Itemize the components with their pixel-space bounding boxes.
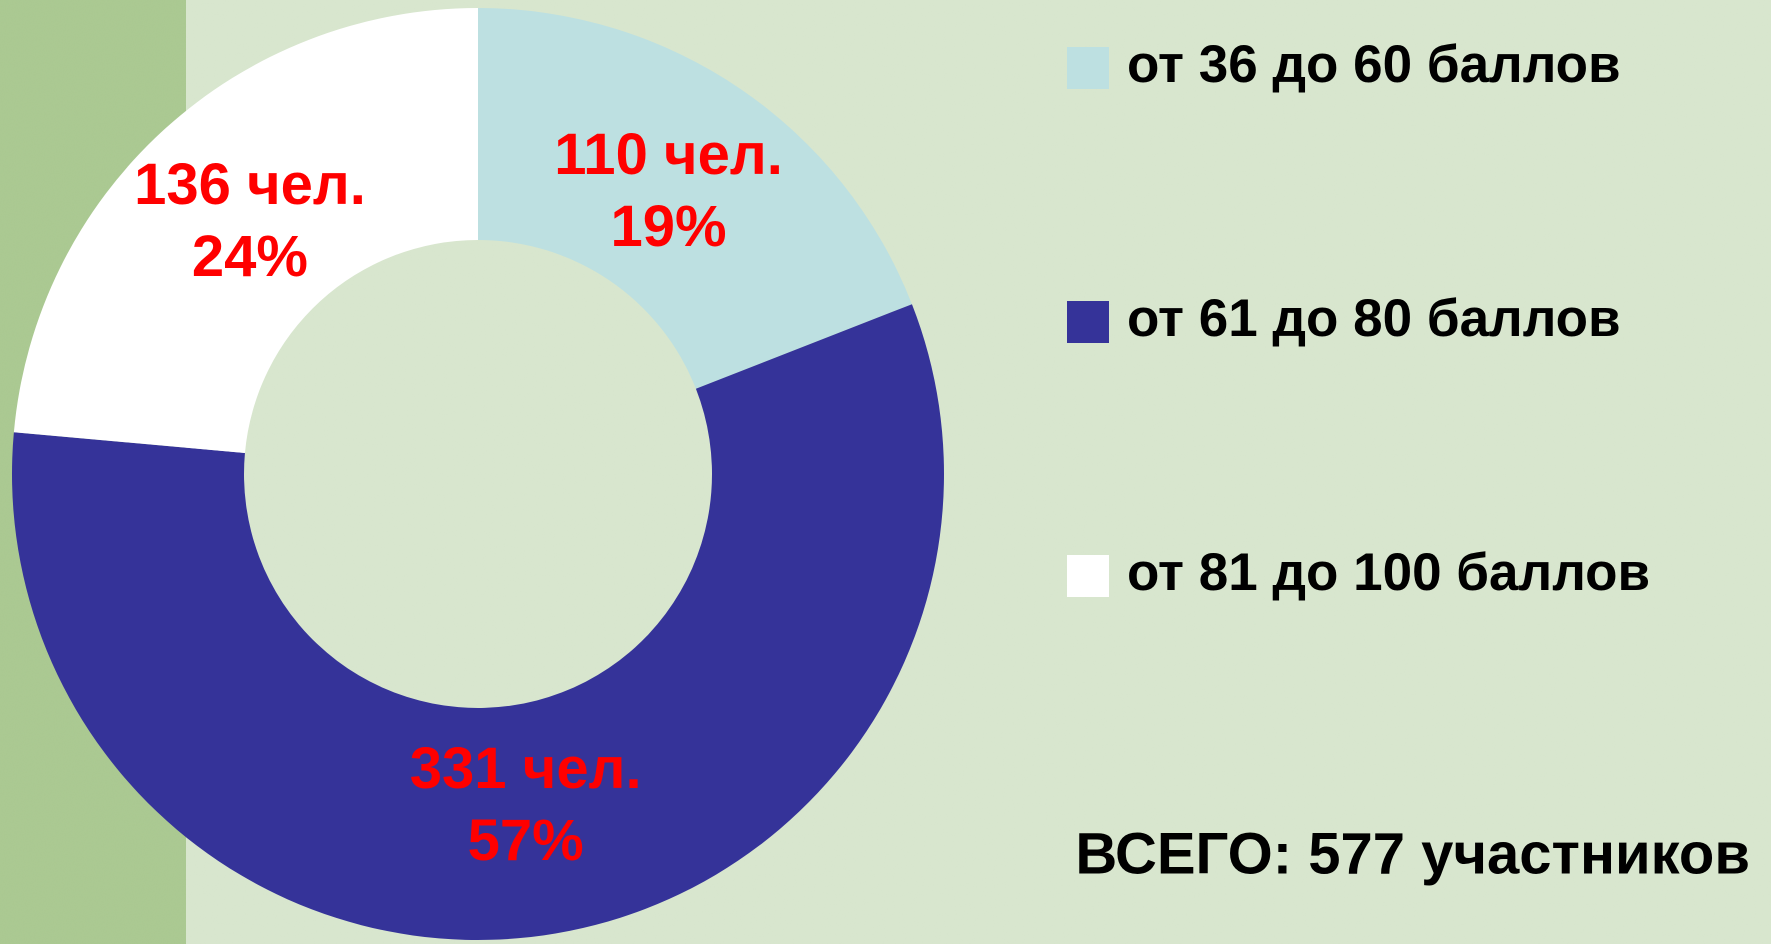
percent-label: 57% bbox=[468, 808, 584, 873]
value-label: 331 чел. bbox=[410, 736, 642, 801]
percent-label: 24% bbox=[192, 224, 308, 289]
legend-label: от 81 до 100 баллов bbox=[1127, 543, 1650, 602]
plot: 110 чел. 19% 331 чел. 57% 136 чел. 24% от 36 д… bbox=[12, 8, 1650, 940]
legend-swatch bbox=[1067, 555, 1109, 597]
percent-label: 19% bbox=[611, 194, 727, 259]
legend-swatch bbox=[1067, 301, 1109, 343]
total-annotation: ВСЕГО: 577 участников bbox=[1075, 821, 1750, 886]
value-label: 110 чел. bbox=[554, 122, 783, 187]
legend-label: от 61 до 80 баллов bbox=[1127, 289, 1621, 348]
donut-slice bbox=[12, 304, 945, 940]
legend-swatch bbox=[1067, 47, 1109, 89]
donut-slice bbox=[478, 8, 912, 389]
donut-slice bbox=[13, 8, 478, 454]
value-label: 136 чел. bbox=[134, 152, 366, 217]
legend-label: от 36 до 60 баллов bbox=[1127, 35, 1621, 94]
